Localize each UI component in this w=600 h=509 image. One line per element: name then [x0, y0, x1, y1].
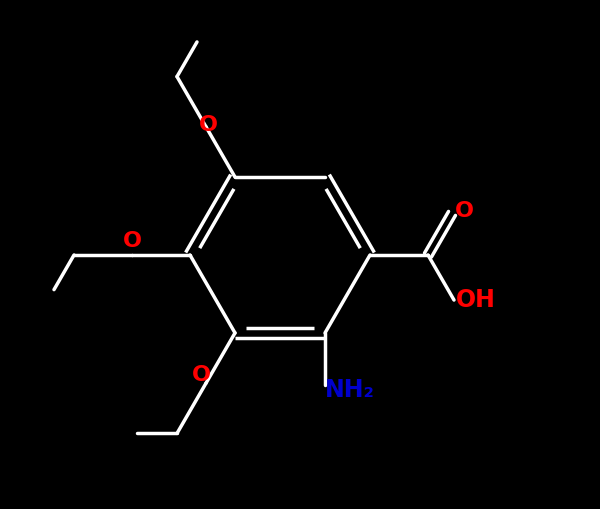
Text: O: O: [455, 202, 473, 221]
Text: O: O: [122, 231, 142, 251]
Text: NH₂: NH₂: [325, 378, 375, 402]
Text: O: O: [191, 365, 211, 385]
Text: OH: OH: [456, 288, 496, 312]
Text: O: O: [199, 115, 218, 135]
